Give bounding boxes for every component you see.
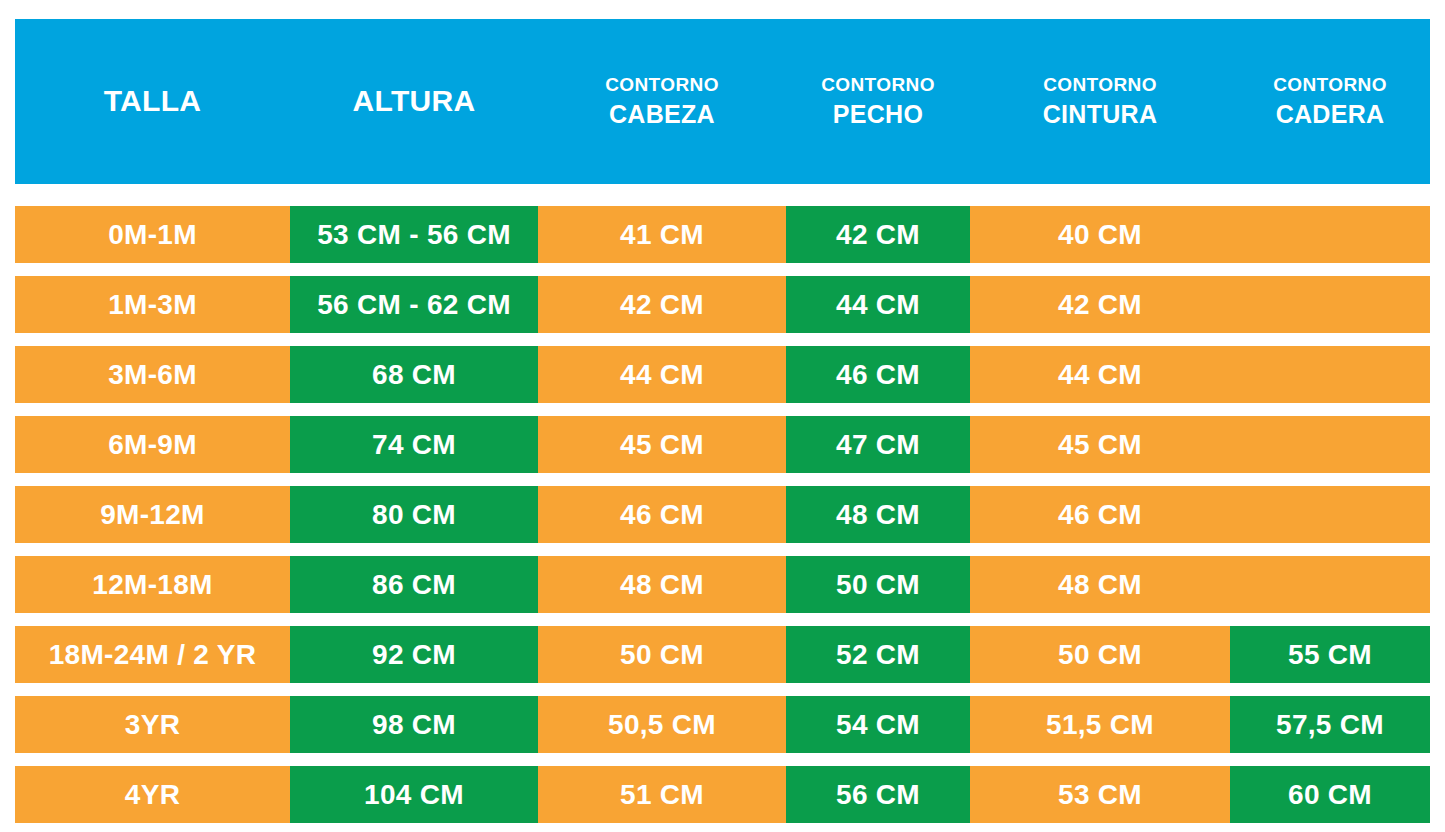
cell-cintura: 40 CM <box>970 206 1230 263</box>
cell-pecho: 47 CM <box>786 416 970 473</box>
cell-cabeza: 44 CM <box>538 346 786 403</box>
cell-cabeza: 46 CM <box>538 486 786 543</box>
cell-altura: 104 CM <box>290 766 538 823</box>
cell-cabeza: 50 CM <box>538 626 786 683</box>
cell-talla: 4YR <box>15 766 290 823</box>
cell-cadera <box>1230 206 1430 263</box>
cell-cadera <box>1230 276 1430 333</box>
column-header-contorno-pecho: CONTORNO PECHO <box>786 19 970 184</box>
cell-cabeza: 50,5 CM <box>538 696 786 753</box>
table-row: 3M-6M68 CM44 CM46 CM44 CM <box>15 346 1430 403</box>
cell-altura: 86 CM <box>290 556 538 613</box>
column-header-sublabel: CONTORNO <box>1273 74 1387 96</box>
column-header-label: CINTURA <box>1043 100 1158 129</box>
column-header-label: CABEZA <box>609 100 715 129</box>
cell-cintura: 53 CM <box>970 766 1230 823</box>
table-row: 3YR98 CM50,5 CM54 CM51,5 CM57,5 CM <box>15 696 1430 753</box>
cell-cadera <box>1230 556 1430 613</box>
cell-talla: 3YR <box>15 696 290 753</box>
table-row: 1M-3M56 CM - 62 CM42 CM44 CM42 CM <box>15 276 1430 333</box>
cell-altura: 98 CM <box>290 696 538 753</box>
table-row: 12M-18M86 CM48 CM50 CM48 CM <box>15 556 1430 613</box>
column-header-sublabel: CONTORNO <box>605 74 719 96</box>
cell-cintura: 48 CM <box>970 556 1230 613</box>
cell-cadera: 60 CM <box>1230 766 1430 823</box>
column-header-label: TALLA <box>104 84 202 119</box>
cell-cadera: 57,5 CM <box>1230 696 1430 753</box>
cell-cabeza: 48 CM <box>538 556 786 613</box>
cell-cintura: 44 CM <box>970 346 1230 403</box>
cell-talla: 1M-3M <box>15 276 290 333</box>
cell-pecho: 54 CM <box>786 696 970 753</box>
cell-pecho: 48 CM <box>786 486 970 543</box>
cell-cintura: 42 CM <box>970 276 1230 333</box>
cell-pecho: 44 CM <box>786 276 970 333</box>
cell-pecho: 42 CM <box>786 206 970 263</box>
column-header-label: CADERA <box>1276 100 1385 129</box>
column-header-sublabel: CONTORNO <box>821 74 935 96</box>
cell-cabeza: 42 CM <box>538 276 786 333</box>
cell-altura: 92 CM <box>290 626 538 683</box>
cell-cabeza: 51 CM <box>538 766 786 823</box>
size-chart-table: TALLA ALTURA CONTORNO CABEZA CONTORNO PE… <box>15 19 1430 823</box>
table-row: 9M-12M80 CM46 CM48 CM46 CM <box>15 486 1430 543</box>
cell-pecho: 52 CM <box>786 626 970 683</box>
cell-talla: 3M-6M <box>15 346 290 403</box>
cell-altura: 80 CM <box>290 486 538 543</box>
table-row: 4YR104 CM51 CM56 CM53 CM60 CM <box>15 766 1430 823</box>
table-row: 18M-24M / 2 YR92 CM50 CM52 CM50 CM55 CM <box>15 626 1430 683</box>
cell-cadera: 55 CM <box>1230 626 1430 683</box>
column-header-contorno-cintura: CONTORNO CINTURA <box>970 19 1230 184</box>
column-header-label: PECHO <box>833 100 923 129</box>
column-header-sublabel: CONTORNO <box>1043 74 1157 96</box>
cell-pecho: 46 CM <box>786 346 970 403</box>
column-header-contorno-cadera: CONTORNO CADERA <box>1230 19 1430 184</box>
cell-cadera <box>1230 346 1430 403</box>
cell-talla: 12M-18M <box>15 556 290 613</box>
cell-cintura: 50 CM <box>970 626 1230 683</box>
cell-cintura: 46 CM <box>970 486 1230 543</box>
cell-cintura: 51,5 CM <box>970 696 1230 753</box>
cell-talla: 0M-1M <box>15 206 290 263</box>
table-body: 0M-1M53 CM - 56 CM41 CM42 CM40 CM1M-3M56… <box>15 206 1430 823</box>
column-header-altura: ALTURA <box>290 19 538 184</box>
cell-pecho: 50 CM <box>786 556 970 613</box>
table-header: TALLA ALTURA CONTORNO CABEZA CONTORNO PE… <box>15 19 1430 184</box>
cell-pecho: 56 CM <box>786 766 970 823</box>
table-row: 6M-9M74 CM45 CM47 CM45 CM <box>15 416 1430 473</box>
cell-cabeza: 45 CM <box>538 416 786 473</box>
cell-talla: 9M-12M <box>15 486 290 543</box>
cell-cadera <box>1230 416 1430 473</box>
column-header-talla: TALLA <box>15 19 290 184</box>
cell-altura: 56 CM - 62 CM <box>290 276 538 333</box>
cell-talla: 6M-9M <box>15 416 290 473</box>
cell-altura: 68 CM <box>290 346 538 403</box>
column-header-label: ALTURA <box>353 84 476 119</box>
cell-altura: 74 CM <box>290 416 538 473</box>
column-header-contorno-cabeza: CONTORNO CABEZA <box>538 19 786 184</box>
cell-cabeza: 41 CM <box>538 206 786 263</box>
cell-talla: 18M-24M / 2 YR <box>15 626 290 683</box>
cell-cadera <box>1230 486 1430 543</box>
table-row: 0M-1M53 CM - 56 CM41 CM42 CM40 CM <box>15 206 1430 263</box>
cell-cintura: 45 CM <box>970 416 1230 473</box>
cell-altura: 53 CM - 56 CM <box>290 206 538 263</box>
